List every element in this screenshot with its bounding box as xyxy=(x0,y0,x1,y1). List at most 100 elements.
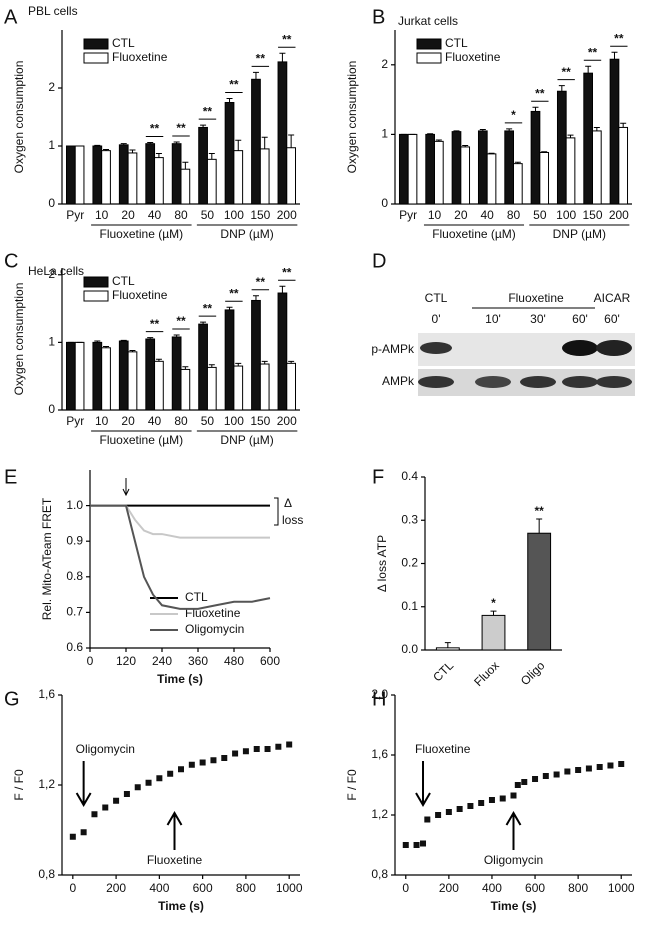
arrow xyxy=(415,761,431,807)
error-bar xyxy=(147,337,154,339)
point xyxy=(564,768,571,775)
y-axis-label: Oxygen consumption xyxy=(12,61,26,174)
legend-label: CTL xyxy=(185,590,208,604)
x-axis-label: Time (s) xyxy=(157,672,203,686)
point xyxy=(221,755,228,761)
error-bar xyxy=(94,340,101,343)
x-tick-label: 50 xyxy=(533,208,547,222)
significance: ** xyxy=(534,504,544,518)
point xyxy=(542,773,549,779)
y-tick-label: 1,2 xyxy=(38,777,55,791)
error-bar xyxy=(288,360,295,364)
x-tick-label: 150 xyxy=(250,208,270,222)
treatment-label: AICAR xyxy=(594,291,631,305)
bar xyxy=(233,150,244,205)
group-label: Fluoxetine (µM) xyxy=(100,227,184,241)
error-bar xyxy=(208,364,215,368)
point xyxy=(521,779,528,785)
error-bar xyxy=(444,642,451,648)
x-tick-label: 800 xyxy=(568,881,588,895)
band xyxy=(596,376,632,388)
error-bar xyxy=(593,126,600,131)
error-bar xyxy=(129,149,136,153)
legend-label: Fluoxetine xyxy=(112,50,168,64)
point xyxy=(445,809,452,815)
bar xyxy=(65,341,76,411)
point xyxy=(264,746,271,752)
error-bar xyxy=(261,360,268,365)
point xyxy=(514,782,521,788)
panel-letter: H xyxy=(372,688,386,710)
annotation: Fluoxetine xyxy=(415,742,471,756)
y-tick-label: 0.6 xyxy=(66,640,83,654)
bar xyxy=(224,102,235,205)
legend-swatch xyxy=(83,38,109,50)
error-bar xyxy=(427,133,434,135)
group-label: DNP (µM) xyxy=(220,433,273,447)
point xyxy=(80,829,87,836)
bar xyxy=(171,143,182,205)
bar xyxy=(277,292,288,411)
point xyxy=(156,775,163,782)
panel-letter: B xyxy=(372,6,385,28)
error-bar xyxy=(252,71,259,80)
chart-title: HeLa cells xyxy=(28,264,84,278)
x-tick-label: 0 xyxy=(87,654,94,668)
error-bar xyxy=(453,130,460,132)
significance: ** xyxy=(588,45,598,59)
error-bar xyxy=(147,142,154,144)
error-bar xyxy=(103,345,110,348)
bar xyxy=(198,323,208,411)
bar xyxy=(118,144,129,205)
significance: ** xyxy=(203,104,213,118)
error-bar xyxy=(103,148,110,151)
error-bar xyxy=(226,97,233,103)
x-tick-label: 150 xyxy=(250,414,270,428)
x-tick-label: 400 xyxy=(149,881,169,895)
error-bar xyxy=(226,306,233,310)
bar xyxy=(171,336,182,411)
x-tick-label: 600 xyxy=(525,881,545,895)
bar xyxy=(477,130,488,205)
x-tick-label: 360 xyxy=(188,654,208,668)
arrow xyxy=(122,478,130,497)
bar xyxy=(425,133,435,205)
x-tick-label: 1000 xyxy=(608,881,635,895)
line xyxy=(90,504,271,610)
blot-panel: D CTL Fluoxetine AICAR 0' 10' 30' 60' 60… xyxy=(371,250,635,396)
point xyxy=(178,766,184,773)
bar xyxy=(407,133,418,205)
significance: ** xyxy=(229,78,239,92)
y-tick-label: 2 xyxy=(48,80,55,94)
x-tick-label: 100 xyxy=(224,208,244,222)
y-tick-label: 1 xyxy=(48,138,55,152)
chart-title: PBL cells xyxy=(28,4,78,18)
x-tick-label: Pyr xyxy=(66,208,84,222)
point xyxy=(510,792,517,799)
y-tick-label: 0.1 xyxy=(401,599,418,613)
point xyxy=(167,770,174,777)
bar xyxy=(251,299,261,411)
treatment-label: Fluoxetine xyxy=(508,291,564,305)
band xyxy=(562,376,598,388)
panel-letter: F xyxy=(372,466,384,488)
y-axis-label: F / F0 xyxy=(12,769,26,801)
x-tick-label: 480 xyxy=(224,654,244,668)
time-label: 60' xyxy=(572,312,588,326)
y-tick-label: 2,0 xyxy=(371,687,388,701)
point xyxy=(488,797,495,803)
x-tick-label: 200 xyxy=(106,881,126,895)
panel-letter: G xyxy=(4,688,20,710)
x-tick-label: CTL xyxy=(430,658,456,684)
bar xyxy=(277,61,288,205)
point xyxy=(145,779,152,786)
bar xyxy=(451,131,462,205)
bar xyxy=(504,130,514,205)
y-axis-label: Oxygen consumption xyxy=(12,283,26,396)
significance: ** xyxy=(535,86,545,100)
bar xyxy=(127,351,138,411)
panel-letter: D xyxy=(372,250,386,272)
y-tick-label: 0.8 xyxy=(66,569,83,583)
x-tick-label: 20 xyxy=(121,414,135,428)
error-bar xyxy=(532,106,539,112)
